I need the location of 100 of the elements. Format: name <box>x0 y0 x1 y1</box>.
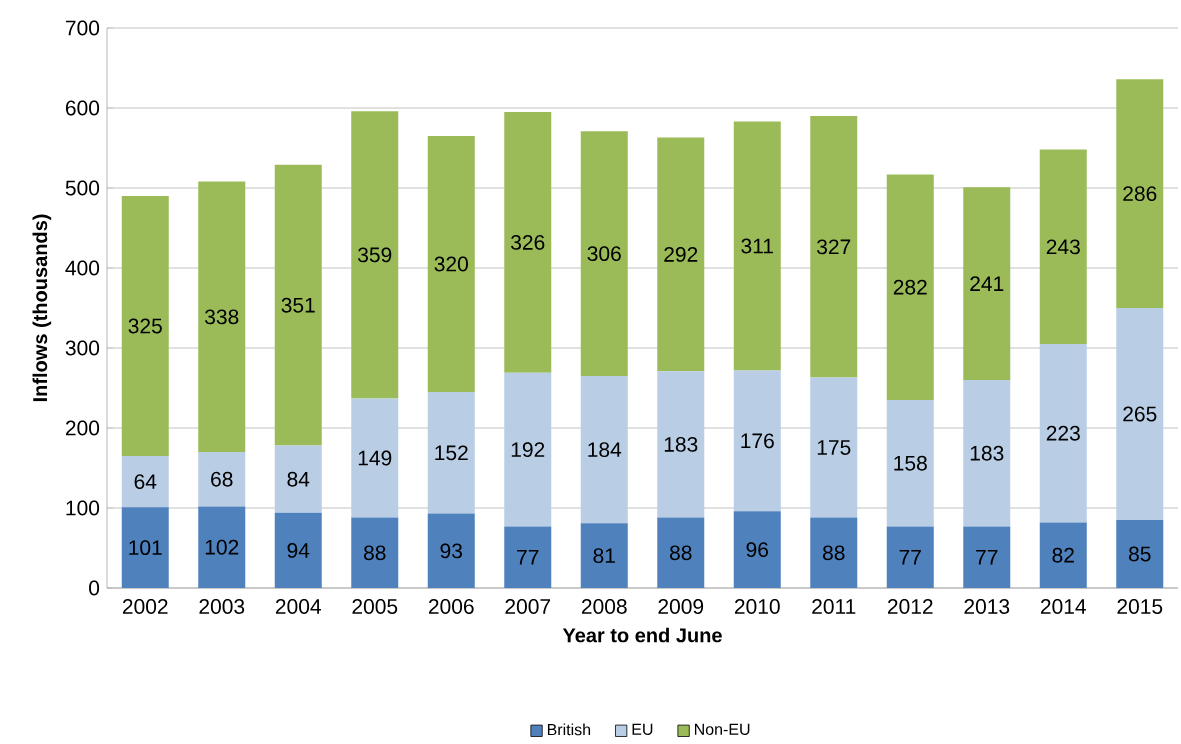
bar <box>274 164 322 446</box>
y-tick-label: 400 <box>65 260 100 276</box>
bar <box>733 121 781 371</box>
y-tick-label: 500 <box>65 180 100 196</box>
data-label: 223 <box>1046 425 1080 441</box>
x-tick-label: 2005 <box>352 599 398 614</box>
bar <box>1116 520 1164 588</box>
data-label: 85 <box>1129 546 1151 562</box>
x-tick-label: 2014 <box>1040 599 1086 614</box>
data-label: 81 <box>593 548 615 564</box>
bar <box>733 511 781 588</box>
x-axis-title: Year to end June <box>562 627 722 643</box>
data-label: 306 <box>587 246 621 262</box>
data-label: 93 <box>440 543 463 559</box>
data-label: 325 <box>128 318 162 334</box>
data-label: 96 <box>746 542 769 558</box>
x-tick-label: 2015 <box>1117 599 1163 614</box>
data-label: 183 <box>970 445 1004 461</box>
bar <box>121 456 169 508</box>
bar <box>810 116 858 378</box>
data-label: 338 <box>205 309 239 325</box>
bar <box>1039 522 1087 588</box>
data-label: 241 <box>970 276 1004 291</box>
x-tick-label: 2010 <box>734 599 780 614</box>
y-tick-label: 0 <box>89 580 100 596</box>
y-tick-label: 200 <box>65 420 100 436</box>
bar <box>1116 308 1164 520</box>
bar <box>963 526 1011 588</box>
x-tick-label: 2002 <box>122 599 168 614</box>
data-label: 183 <box>664 436 698 452</box>
x-tick-label: 2012 <box>887 599 933 614</box>
bar <box>1039 149 1087 344</box>
bar <box>657 517 705 588</box>
bar <box>427 513 475 588</box>
data-label: 286 <box>1123 186 1157 202</box>
x-tick-label: 2003 <box>199 599 245 614</box>
bar <box>351 398 399 518</box>
bar <box>580 376 628 524</box>
data-label: 326 <box>511 234 545 250</box>
bar <box>427 136 475 392</box>
data-label: 88 <box>363 545 386 561</box>
bar <box>1116 79 1164 308</box>
data-label: 359 <box>358 247 392 263</box>
data-label: 101 <box>129 540 162 556</box>
data-label: 175 <box>817 440 851 455</box>
y-tick-label: 700 <box>65 20 100 36</box>
bar <box>504 372 552 527</box>
data-label: 88 <box>669 545 692 561</box>
x-tick-label: 2011 <box>812 599 856 614</box>
y-axis-title: Inflows (thousands) <box>32 214 52 402</box>
bar <box>733 370 781 512</box>
bar <box>886 526 934 588</box>
bar <box>963 380 1011 527</box>
data-label: 351 <box>281 297 315 313</box>
data-label: 265 <box>1123 406 1157 422</box>
bar <box>886 400 934 527</box>
bar <box>198 506 246 588</box>
data-label: 152 <box>435 445 468 461</box>
x-tick-label: 2008 <box>581 599 627 614</box>
data-label: 94 <box>287 542 310 558</box>
data-label: 64 <box>134 474 157 490</box>
data-label: 102 <box>205 539 239 555</box>
bar <box>580 131 628 376</box>
bar <box>198 181 246 452</box>
data-label: 77 <box>517 549 539 565</box>
y-tick-label: 300 <box>65 340 100 356</box>
y-tick-label: 600 <box>65 100 100 116</box>
data-label: 327 <box>817 239 851 255</box>
data-label: 77 <box>899 549 921 565</box>
legend-label: Non-EU <box>694 723 750 735</box>
legend-label: British <box>547 723 591 736</box>
data-label: 88 <box>822 545 845 561</box>
bar <box>198 452 246 507</box>
bar <box>580 523 628 588</box>
data-label: 176 <box>741 433 774 449</box>
bar <box>810 517 858 588</box>
data-label: 320 <box>434 256 468 272</box>
bar <box>810 377 858 518</box>
legend-label: EU <box>632 723 653 735</box>
data-label: 192 <box>511 442 545 458</box>
data-label: 243 <box>1046 239 1080 255</box>
bar <box>657 137 705 372</box>
x-tick-label: 2006 <box>428 599 474 614</box>
bar <box>886 174 934 400</box>
bar <box>427 392 475 514</box>
data-label: 82 <box>1052 547 1074 563</box>
data-label: 311 <box>741 238 773 254</box>
bar <box>351 111 399 399</box>
bar <box>121 196 169 456</box>
bar <box>351 517 399 588</box>
x-tick-label: 2004 <box>275 599 321 614</box>
bar <box>121 507 169 588</box>
x-tick-label: 2007 <box>505 599 551 614</box>
data-label: 184 <box>588 442 622 458</box>
data-label: 149 <box>358 450 392 466</box>
data-label: 158 <box>894 455 927 471</box>
data-label: 68 <box>211 471 233 487</box>
bar <box>1039 344 1087 523</box>
data-label: 292 <box>664 246 698 262</box>
bar <box>274 445 322 513</box>
